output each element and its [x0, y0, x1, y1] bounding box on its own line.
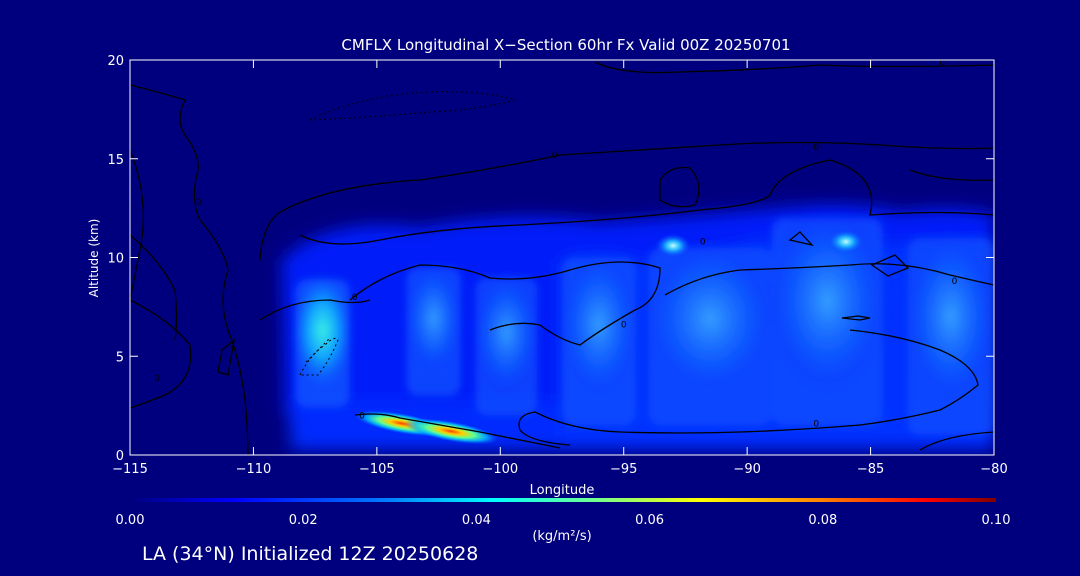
contour-label: 0 — [154, 374, 160, 384]
chart-title: CMFLX Longitudinal X−Section 60hr Fx Val… — [341, 36, 790, 54]
plot-area: 0 0 0 0 0 0 0 0 0 0 0 — [130, 58, 994, 455]
contour-label: 0 — [939, 58, 945, 68]
contour-lines — [130, 61, 994, 455]
column-core — [903, 227, 994, 406]
column-core — [558, 249, 640, 401]
x-tick-label: −110 — [236, 462, 272, 477]
colorbar-ticks: 0.00 0.02 0.04 0.06 0.08 0.10 — [116, 513, 1011, 528]
colorbar-unit-label: (kg/m²/s) — [532, 529, 591, 544]
x-axis-label: Longitude — [530, 483, 595, 498]
y-tick-label: 5 — [116, 350, 124, 365]
contour-labels: 0 0 0 0 0 0 0 0 0 0 0 — [154, 58, 958, 429]
x-axis: −115 −110 −105 −100 −95 −90 −85 −80 — [112, 60, 1008, 477]
contour-label: 0 — [700, 238, 706, 248]
dotted-contours — [299, 91, 517, 376]
colorbar-tick-label: 0.04 — [462, 513, 491, 528]
y-axis-label: Altitude (km) — [87, 219, 101, 298]
column-core — [292, 272, 353, 389]
contour-label: 0 — [621, 321, 627, 331]
x-tick-label: −115 — [112, 462, 148, 477]
colorbar-tick-label: 0.00 — [116, 513, 145, 528]
flux-hotspot — [655, 233, 692, 258]
contour-label: 0 — [813, 419, 819, 429]
column-core — [403, 260, 464, 377]
colorbar — [130, 498, 996, 502]
x-tick-label: −85 — [857, 462, 884, 477]
y-tick-label: 20 — [107, 54, 124, 69]
flux-hotspot — [403, 418, 499, 445]
x-tick-label: −105 — [359, 462, 395, 477]
convective-columns — [292, 207, 994, 436]
contour-label: 0 — [352, 293, 358, 303]
contour-label: 0 — [552, 151, 558, 161]
y-tick-label: 0 — [116, 449, 124, 464]
colorbar-tick-label: 0.06 — [635, 513, 664, 528]
colorbar-tick-label: 0.08 — [808, 513, 837, 528]
initialization-caption: LA (34°N) Initialized 12Z 20250628 — [142, 543, 479, 565]
x-tick-label: −100 — [482, 462, 518, 477]
flux-hotspots — [354, 229, 864, 445]
y-axis: 0 5 10 15 20 — [107, 54, 994, 464]
column-core — [472, 270, 541, 395]
x-tick-label: −80 — [980, 462, 1007, 477]
colorbar-tick-label: 0.10 — [982, 513, 1011, 528]
y-tick-label: 15 — [107, 153, 124, 168]
colorbar-tick-label: 0.02 — [289, 513, 318, 528]
flux-hotspot — [827, 229, 864, 254]
x-tick-label: −95 — [610, 462, 637, 477]
y-tick-label: 10 — [107, 252, 124, 267]
contour-label: 0 — [359, 412, 365, 422]
column-core — [766, 207, 889, 395]
column-core — [642, 238, 778, 399]
contour-label: 0 — [813, 143, 819, 153]
contour-label: 0 — [196, 198, 202, 208]
contour-label: 0 — [952, 277, 958, 287]
x-tick-label: −90 — [733, 462, 760, 477]
